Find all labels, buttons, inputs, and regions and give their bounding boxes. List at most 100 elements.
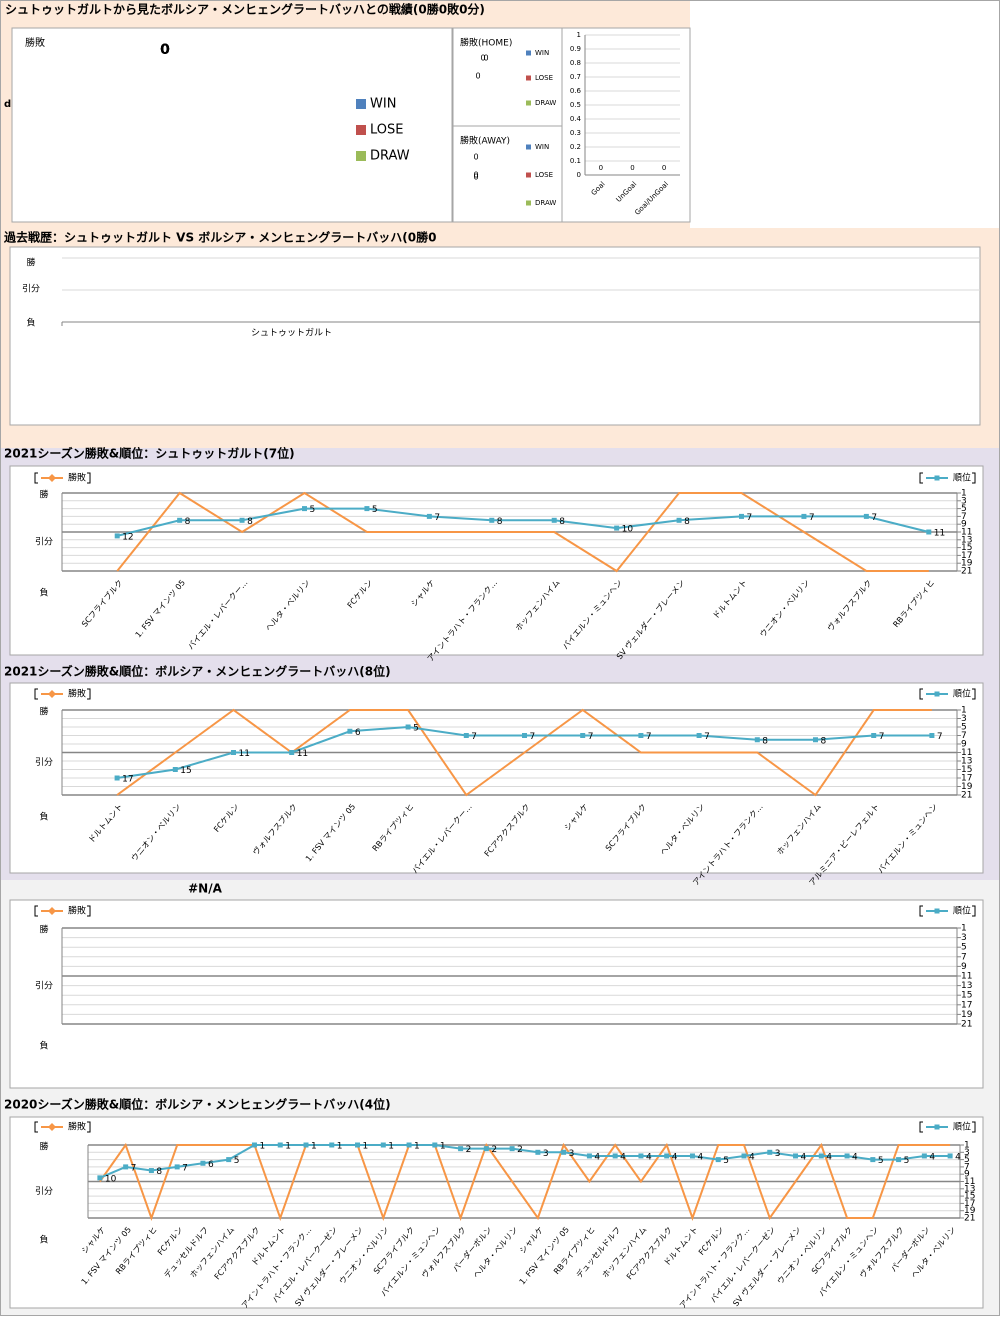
- point: [483, 1146, 489, 1152]
- point: [664, 1153, 670, 1159]
- legend-label: 勝敗: [68, 905, 86, 917]
- y2-tick-label: 11: [961, 972, 972, 982]
- legend-bracket: [87, 1121, 91, 1133]
- legend-bracket: [87, 905, 91, 917]
- legend-swatch: [526, 200, 531, 206]
- legend-marker: [48, 907, 56, 915]
- value-label: 2: [491, 1145, 497, 1155]
- point: [926, 529, 932, 535]
- series-line: [116, 708, 932, 797]
- point: [614, 525, 620, 531]
- y2-tick-label: 5: [961, 723, 967, 733]
- y-tick-label: 0.4: [570, 115, 582, 123]
- value-label: 7: [704, 732, 710, 742]
- y2-tick-label: 11: [961, 528, 972, 538]
- point: [561, 1149, 567, 1155]
- legend-label: 順位: [953, 1121, 971, 1133]
- point: [200, 1160, 206, 1166]
- value-label: 0: [473, 173, 478, 182]
- chart-title: 2021シーズン勝敗&順位：シュトゥットガルト(7位): [4, 446, 295, 461]
- value-label: 6: [208, 1160, 214, 1170]
- legend-bracket: [919, 472, 923, 484]
- legend-label: DRAW: [535, 99, 556, 107]
- panel: [9, 465, 984, 656]
- panel: [11, 27, 453, 223]
- y2-tick-label: 5: [961, 504, 967, 514]
- value-label: 7: [471, 732, 477, 742]
- point: [277, 1142, 283, 1148]
- value-label: 0: [473, 153, 478, 162]
- value-label: 0: [480, 54, 485, 63]
- y2-tick-label: 7: [961, 512, 967, 522]
- value-label: 1: [388, 1142, 394, 1152]
- point: [380, 1142, 386, 1148]
- y-tick-label: 0.3: [570, 129, 581, 137]
- point: [921, 1153, 927, 1159]
- y2-tick-label: 19: [961, 559, 973, 569]
- y-tick-label: 0.5: [570, 101, 581, 109]
- point: [739, 513, 744, 519]
- series-line: [99, 1142, 951, 1222]
- legend-label: DRAW: [370, 149, 410, 164]
- legend-label: LOSE: [370, 123, 403, 138]
- point: [97, 1175, 103, 1181]
- value-label: 7: [937, 732, 943, 742]
- value-label: 1: [285, 1142, 291, 1152]
- value-label: 0: [599, 164, 603, 172]
- value-label: 4: [697, 1152, 703, 1162]
- point: [818, 1153, 824, 1159]
- y-tick-label: 0: [577, 171, 581, 179]
- value-label: 1: [337, 1142, 343, 1152]
- value-label: 7: [747, 513, 753, 523]
- y-tick-label: 負: [39, 587, 48, 599]
- value-label: 5: [413, 724, 419, 734]
- point: [432, 1142, 438, 1148]
- value-label: 2: [517, 1145, 523, 1155]
- point: [172, 767, 178, 772]
- y2-tick-label: 21: [961, 1020, 972, 1030]
- point: [696, 733, 702, 738]
- y-tick-label: 負: [39, 1040, 48, 1052]
- chart-title: シュトゥットガルトから見たボルシア・メンヒェングラートバッハとの戦績(0勝0敗0…: [5, 2, 485, 17]
- point: [302, 506, 307, 512]
- legend-bracket: [34, 905, 38, 917]
- legend-label: WIN: [535, 49, 549, 57]
- y2-tick-label: 5: [961, 943, 967, 953]
- value-label: 8: [821, 736, 827, 746]
- y-tick-label: 引分: [35, 981, 53, 992]
- value-label: 8: [185, 517, 191, 527]
- value-label: 4: [801, 1152, 807, 1162]
- y-tick-label: 0.1: [570, 157, 581, 165]
- point: [522, 733, 527, 738]
- value-label: 0: [475, 72, 480, 81]
- value-label: 4: [620, 1152, 626, 1162]
- point: [303, 1142, 309, 1148]
- legend-swatch: [356, 99, 366, 109]
- value-label: 3: [543, 1149, 549, 1159]
- y-tick-label: 勝: [26, 257, 35, 269]
- value-label: 17: [122, 775, 133, 785]
- legend-label: DRAW: [535, 199, 556, 207]
- point: [509, 1146, 515, 1152]
- value-label: 7: [879, 732, 885, 742]
- point: [813, 737, 818, 743]
- series-line: [116, 507, 930, 537]
- y2-tick-label: 15: [964, 1192, 975, 1202]
- chart-title: 2020シーズン勝敗&順位：ボルシア・メンヒェングラートバッハ(4位): [4, 1097, 391, 1112]
- y-tick-label: 0.7: [570, 73, 581, 81]
- value-label: 8: [762, 736, 768, 746]
- point: [947, 1153, 953, 1159]
- point: [612, 1153, 618, 1159]
- legend-swatch: [356, 125, 366, 135]
- value-label: 1: [414, 1142, 420, 1152]
- y2-tick-label: 19: [964, 1206, 976, 1216]
- value-label: 6: [355, 728, 361, 738]
- point: [489, 517, 495, 523]
- point: [638, 733, 644, 738]
- point: [329, 1142, 335, 1148]
- legend-bracket: [87, 472, 91, 484]
- value-label: 7: [646, 732, 652, 742]
- value-label: 8: [156, 1167, 162, 1177]
- legend-label: 順位: [953, 472, 971, 484]
- y2-tick-label: 19: [961, 782, 973, 792]
